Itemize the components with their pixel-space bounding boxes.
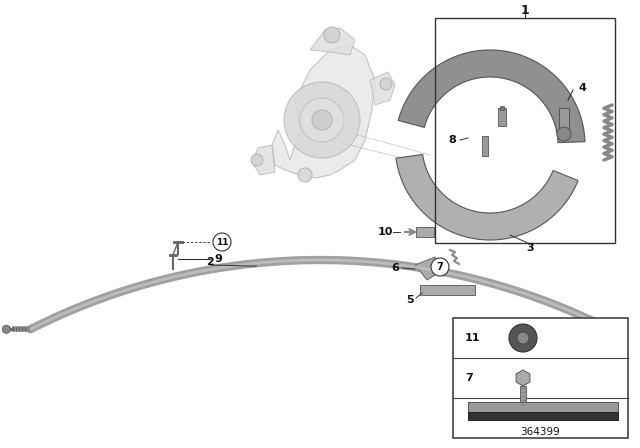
Polygon shape [370,72,395,105]
Text: 10: 10 [378,227,393,237]
Text: 5: 5 [406,295,414,305]
Polygon shape [310,28,355,55]
Polygon shape [559,108,569,130]
Bar [498,108,506,126]
Polygon shape [272,45,375,178]
Bar [416,227,434,237]
Polygon shape [516,370,530,386]
Polygon shape [415,257,443,280]
Bar [520,386,526,408]
Circle shape [284,82,360,158]
Text: 4: 4 [578,83,586,93]
Circle shape [300,98,344,142]
Circle shape [298,168,312,182]
Text: 2: 2 [206,257,214,267]
Text: 11: 11 [216,237,228,246]
Bar [468,412,618,420]
Text: 8: 8 [448,135,456,145]
Bar [468,402,618,412]
Text: 9: 9 [214,254,222,264]
Circle shape [431,258,449,276]
Text: 364399: 364399 [520,427,561,437]
Bar [500,106,504,110]
Circle shape [517,332,529,344]
Circle shape [3,325,10,333]
Text: 11: 11 [465,333,481,343]
Polygon shape [398,50,585,142]
Circle shape [251,154,263,166]
Circle shape [380,78,392,90]
Text: 7: 7 [436,262,444,272]
Bar [420,285,475,295]
Text: 6: 6 [391,263,399,273]
Text: 7: 7 [465,373,473,383]
Bar [453,318,628,438]
Circle shape [509,324,537,352]
Text: 1: 1 [520,4,529,17]
Text: 3: 3 [526,243,534,253]
Polygon shape [396,155,578,240]
Bar [482,136,488,156]
Circle shape [324,27,340,43]
Circle shape [557,127,571,141]
Circle shape [312,110,332,130]
Circle shape [213,233,231,251]
Bar [435,18,615,243]
Polygon shape [252,145,275,175]
